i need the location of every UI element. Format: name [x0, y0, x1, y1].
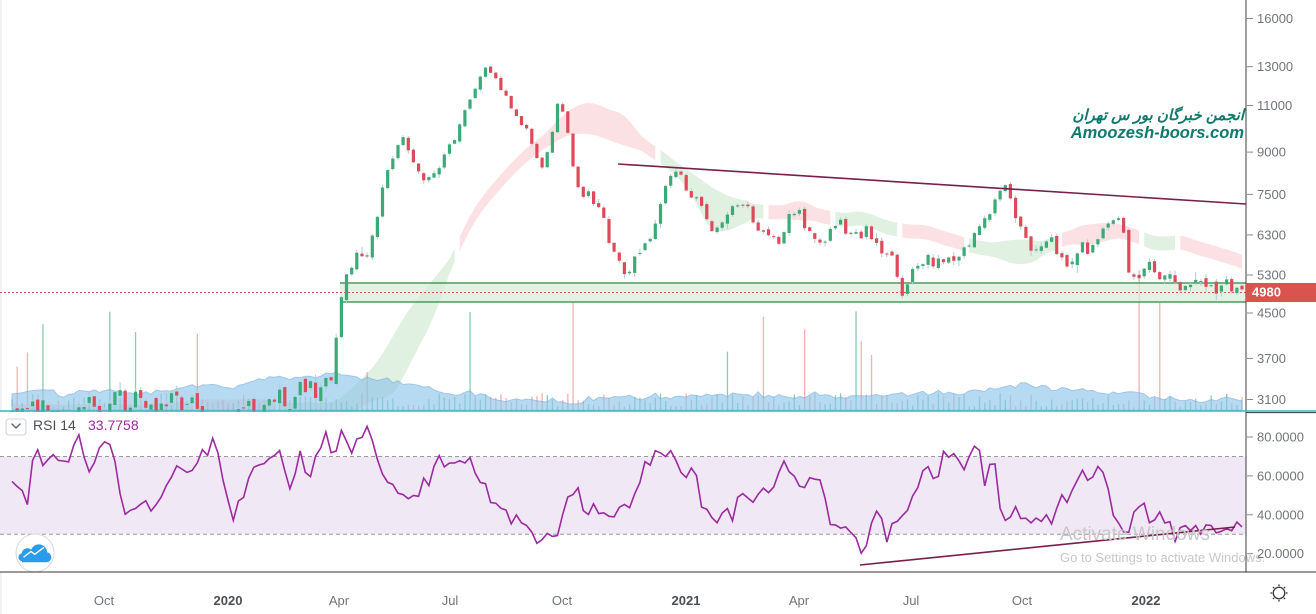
svg-text:6300: 6300 — [1257, 227, 1286, 242]
svg-text:60.0000: 60.0000 — [1257, 468, 1304, 483]
svg-text:2021: 2021 — [672, 593, 701, 608]
svg-text:11000: 11000 — [1257, 98, 1292, 113]
svg-text:4980: 4980 — [1252, 285, 1281, 300]
svg-text:40.0000: 40.0000 — [1257, 507, 1304, 522]
svg-text:2022: 2022 — [1132, 593, 1161, 608]
svg-text:Oct: Oct — [1012, 593, 1033, 608]
svg-text:16000: 16000 — [1257, 11, 1293, 26]
svg-text:33.7758: 33.7758 — [88, 417, 139, 433]
svg-text:5300: 5300 — [1257, 268, 1286, 283]
svg-text:Oct: Oct — [552, 593, 573, 608]
svg-text:Activate Windows: Activate Windows — [1060, 524, 1210, 545]
svg-text:20.0000: 20.0000 — [1257, 546, 1304, 561]
svg-text:Oct: Oct — [94, 593, 115, 608]
svg-text:Jul: Jul — [903, 593, 920, 608]
svg-text:7500: 7500 — [1257, 187, 1286, 202]
svg-text:13000: 13000 — [1257, 59, 1293, 74]
svg-text:Amoozesh-boors.com: Amoozesh-boors.com — [1070, 124, 1244, 142]
svg-text:3700: 3700 — [1257, 351, 1286, 366]
svg-text:انجمن خبرگان بور س تهران: انجمن خبرگان بور س تهران — [1072, 106, 1245, 124]
svg-text:3100: 3100 — [1257, 392, 1286, 407]
svg-text:4500: 4500 — [1257, 306, 1286, 321]
svg-text:80.0000: 80.0000 — [1257, 430, 1304, 445]
svg-text:9000: 9000 — [1257, 145, 1286, 160]
svg-text:Go to Settings to activate Win: Go to Settings to activate Windows. — [1060, 550, 1265, 565]
svg-text:Jul: Jul — [442, 593, 459, 608]
svg-text:Apr: Apr — [789, 593, 810, 608]
svg-text:2020: 2020 — [214, 593, 243, 608]
svg-text:RSI 14: RSI 14 — [33, 417, 76, 433]
svg-text:Apr: Apr — [329, 593, 350, 608]
